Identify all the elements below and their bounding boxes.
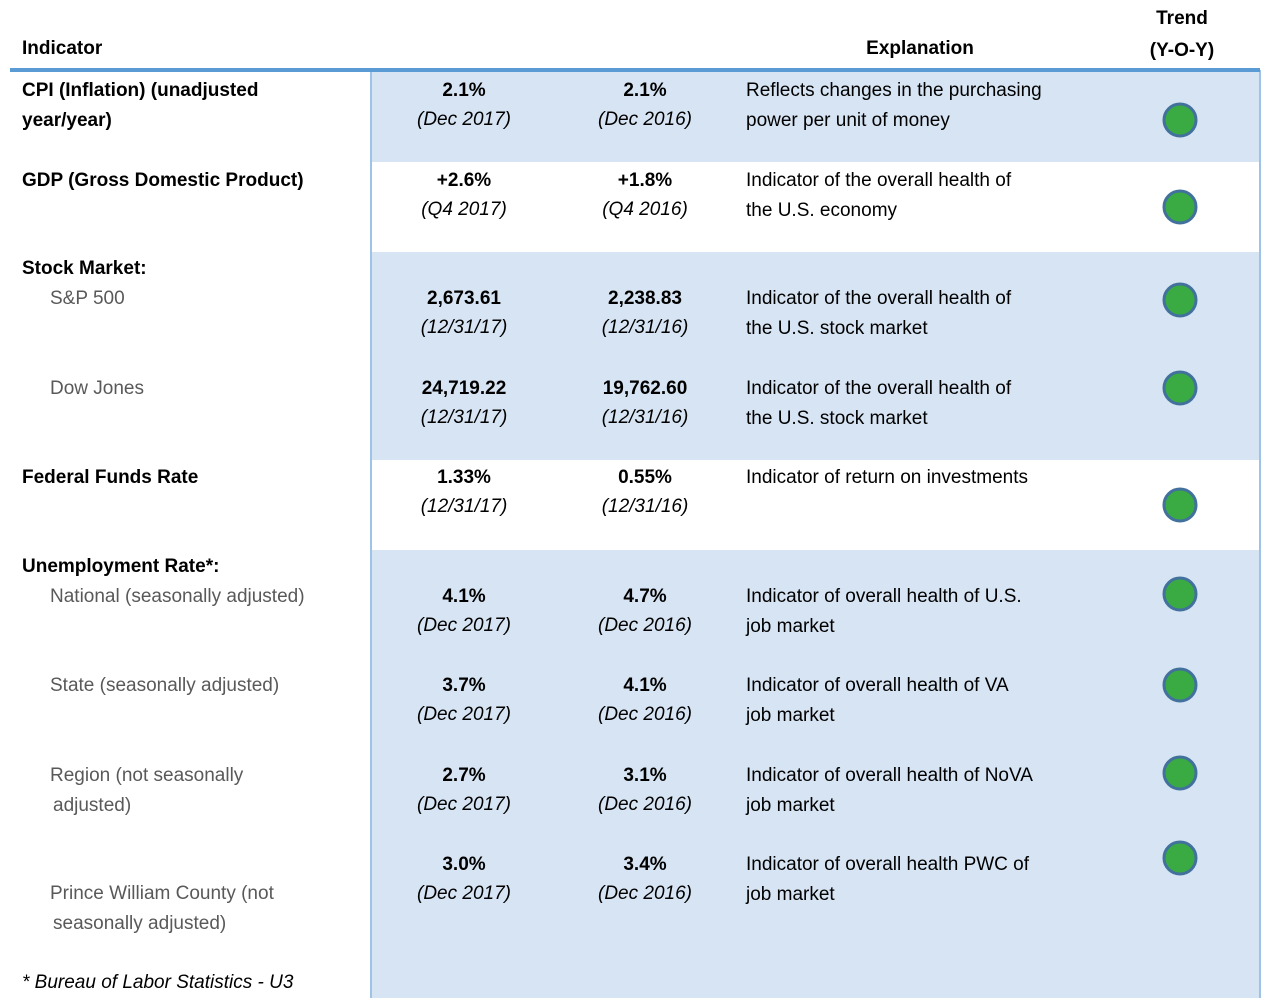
explanation: job market: [745, 884, 835, 905]
prior-value: 19,762.60: [603, 378, 688, 399]
header-explanation: Explanation: [866, 38, 974, 59]
indicator-label: Stock Market:: [22, 258, 147, 279]
current-date: (Dec 2017): [417, 704, 511, 725]
band: [371, 550, 1260, 998]
trend-indicator: [1162, 487, 1198, 523]
indicator-label: GDP (Gross Domestic Product): [22, 170, 304, 191]
explanation: Indicator of return on investments: [746, 467, 1028, 488]
trend-indicator: [1162, 667, 1198, 703]
prior-value: 2.1%: [623, 80, 666, 101]
trend-indicator: [1162, 370, 1198, 406]
current-date: (Dec 2017): [417, 794, 511, 815]
prior-date: (12/31/16): [602, 317, 689, 338]
prior-value: 0.55%: [618, 467, 672, 488]
trend-indicator: [1162, 576, 1198, 612]
explanation: Indicator of overall health PWC of: [746, 854, 1030, 875]
trend-indicator: [1162, 282, 1198, 318]
sub-indicator-label: State (seasonally adjusted): [50, 675, 279, 696]
current-value: 1.33%: [437, 467, 491, 488]
trend-indicator: [1162, 189, 1198, 225]
explanation: Indicator of overall health of VA: [746, 675, 1009, 696]
explanation: Indicator of the overall health of: [746, 288, 1012, 309]
band: [371, 72, 1260, 162]
explanation: job market: [745, 705, 835, 726]
current-value: 3.7%: [442, 675, 485, 696]
sub-indicator-label: National (seasonally adjusted): [50, 586, 305, 607]
current-date: (Q4 2017): [421, 199, 507, 220]
explanation: the U.S. stock market: [746, 318, 928, 339]
current-value: 4.1%: [442, 586, 485, 607]
prior-date: (Dec 2016): [598, 109, 692, 130]
prior-value: 3.4%: [623, 854, 666, 875]
indicator-label: year/year): [22, 110, 112, 131]
indicator-label: Unemployment Rate*:: [22, 556, 219, 577]
prior-date: (Dec 2016): [598, 794, 692, 815]
sub-indicator-label: Region (not seasonally: [50, 765, 244, 786]
prior-date: (Q4 2016): [602, 199, 688, 220]
sub-indicator-label: S&P 500: [50, 288, 125, 309]
trend-indicator: [1162, 102, 1198, 138]
prior-date: (Dec 2016): [598, 704, 692, 725]
current-date: (Dec 2017): [417, 109, 511, 130]
prior-date: (12/31/16): [602, 496, 689, 517]
explanation: Reflects changes in the purchasing: [746, 80, 1042, 101]
prior-date: (12/31/16): [602, 407, 689, 428]
explanation: Indicator of overall health of U.S.: [746, 586, 1022, 607]
band: [371, 252, 1260, 460]
current-date: (12/31/17): [421, 317, 508, 338]
current-value: 2.1%: [442, 80, 485, 101]
explanation: the U.S. stock market: [746, 408, 928, 429]
sub-indicator-label: Prince William County (not: [50, 883, 275, 904]
prior-value: 3.1%: [623, 765, 666, 786]
current-value: 3.0%: [442, 854, 485, 875]
explanation: Indicator of the overall health of: [746, 170, 1012, 191]
trend-indicator: [1162, 755, 1198, 791]
trend-indicator: [1162, 840, 1198, 876]
current-value: +2.6%: [437, 170, 492, 191]
explanation: the U.S. economy: [746, 200, 898, 221]
prior-date: (Dec 2016): [598, 883, 692, 904]
current-date: (Dec 2017): [417, 883, 511, 904]
current-date: (Dec 2017): [417, 615, 511, 636]
explanation: job market: [745, 616, 835, 637]
prior-value: +1.8%: [618, 170, 673, 191]
sub-indicator-label: adjusted): [53, 795, 131, 816]
indicator-label: Federal Funds Rate: [22, 467, 198, 488]
current-date: (12/31/17): [421, 496, 508, 517]
footnote: * Bureau of Labor Statistics - U3: [22, 972, 294, 993]
prior-date: (Dec 2016): [598, 615, 692, 636]
current-date: (12/31/17): [421, 407, 508, 428]
header-trend: Trend: [1156, 8, 1208, 29]
prior-value: 4.1%: [623, 675, 666, 696]
header-trend: (Y-O-Y): [1150, 40, 1214, 61]
current-value: 24,719.22: [422, 378, 507, 399]
current-value: 2.7%: [442, 765, 485, 786]
indicator-label: CPI (Inflation) (unadjusted: [22, 80, 258, 101]
prior-value: 2,238.83: [608, 288, 682, 309]
explanation: job market: [745, 795, 835, 816]
header-indicator: Indicator: [22, 38, 103, 59]
explanation: power per unit of money: [746, 110, 950, 131]
explanation: Indicator of overall health of NoVA: [746, 765, 1033, 786]
sub-indicator-label: seasonally adjusted): [53, 913, 226, 934]
current-value: 2,673.61: [427, 288, 501, 309]
prior-value: 4.7%: [623, 586, 666, 607]
explanation: Indicator of the overall health of: [746, 378, 1012, 399]
sub-indicator-label: Dow Jones: [50, 378, 144, 399]
